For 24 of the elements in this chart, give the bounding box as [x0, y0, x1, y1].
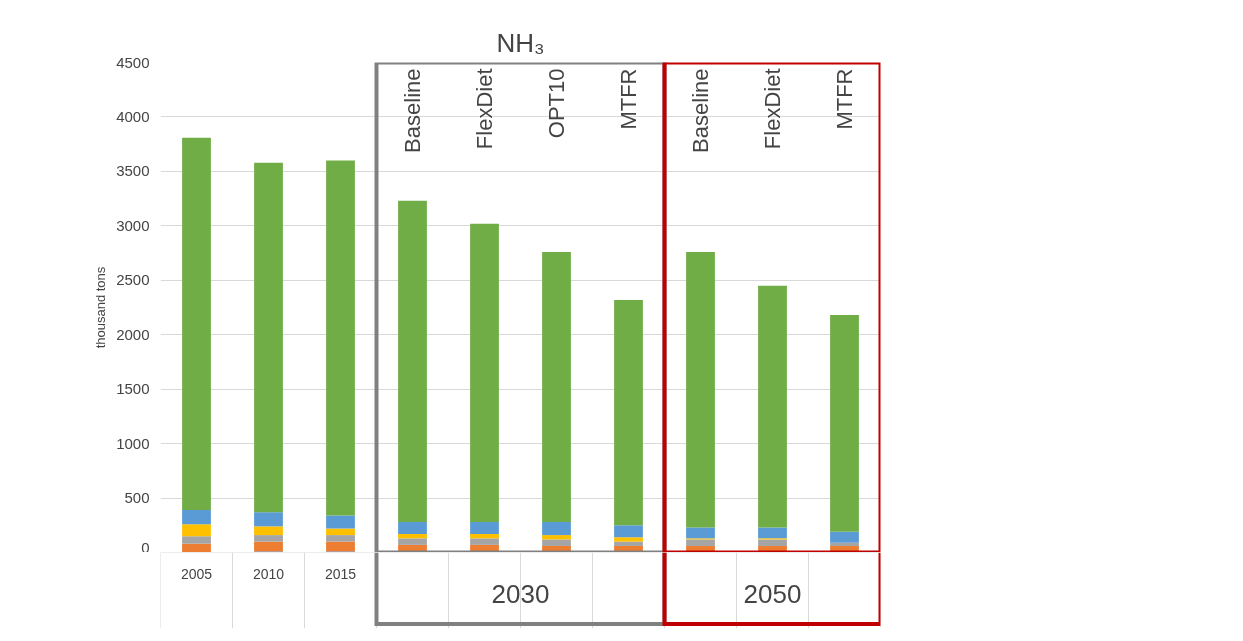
chart-title: NH₃ [496, 27, 545, 58]
y-tick-label: 500 [124, 489, 150, 507]
y-tick-label: 3500 [116, 162, 150, 180]
text: 2030 [491, 579, 550, 610]
x-tick-label: 2005 [180, 565, 213, 582]
y-tick-label: 0 [141, 538, 150, 556]
y-tick-label: 3000 [116, 216, 150, 234]
x-tick-label: OPT10 [544, 68, 569, 139]
x-tick-label: Baseline [400, 68, 425, 153]
x-tick-label: Baseline [688, 68, 713, 153]
y-tick-label: 4000 [116, 107, 150, 125]
y-tick-label: 2500 [116, 271, 150, 289]
x-tick-label: 2010 [252, 565, 285, 582]
text: 2050 [743, 579, 802, 610]
y-tick-label: 1000 [116, 434, 150, 452]
y-tick-label: 1500 [116, 380, 150, 398]
x-tick-label: FlexDiet [760, 68, 785, 150]
x-tick-label: 2015 [324, 565, 357, 582]
x-tick-label: MTFR [616, 68, 641, 130]
y-tick-label: 2000 [116, 325, 150, 343]
y-axis-title: thousand tons [93, 266, 109, 349]
y-tick-label: 4500 [116, 53, 150, 71]
x-tick-label: FlexDiet [472, 68, 497, 150]
x-tick-label: MTFR [832, 68, 857, 130]
